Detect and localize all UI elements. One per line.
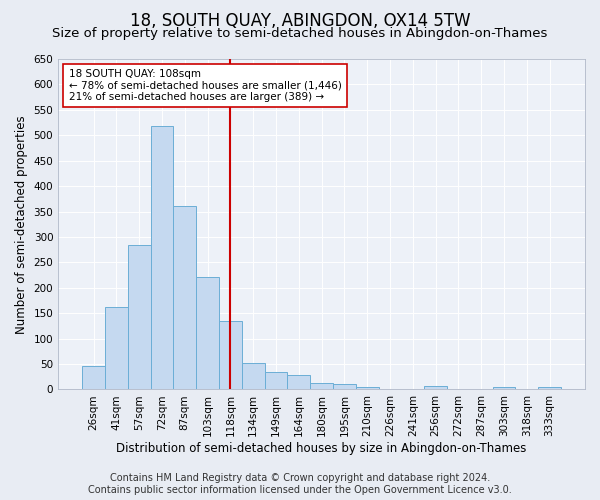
Text: Size of property relative to semi-detached houses in Abingdon-on-Thames: Size of property relative to semi-detach… <box>52 28 548 40</box>
Bar <box>493 387 515 390</box>
Bar <box>173 206 196 390</box>
Bar <box>128 244 151 390</box>
Bar <box>356 387 379 390</box>
Bar <box>82 366 105 390</box>
Bar <box>424 386 447 390</box>
Bar <box>196 276 219 390</box>
Bar <box>538 387 561 390</box>
Bar <box>242 363 265 390</box>
Text: 18, SOUTH QUAY, ABINGDON, OX14 5TW: 18, SOUTH QUAY, ABINGDON, OX14 5TW <box>130 12 470 30</box>
Bar <box>333 384 356 390</box>
Bar <box>219 321 242 390</box>
Bar <box>151 126 173 390</box>
Y-axis label: Number of semi-detached properties: Number of semi-detached properties <box>15 115 28 334</box>
Bar <box>265 372 287 390</box>
X-axis label: Distribution of semi-detached houses by size in Abingdon-on-Thames: Distribution of semi-detached houses by … <box>116 442 527 455</box>
Bar <box>287 374 310 390</box>
Bar <box>310 384 333 390</box>
Text: 18 SOUTH QUAY: 108sqm
← 78% of semi-detached houses are smaller (1,446)
21% of s: 18 SOUTH QUAY: 108sqm ← 78% of semi-deta… <box>69 69 341 102</box>
Bar <box>105 306 128 390</box>
Text: Contains HM Land Registry data © Crown copyright and database right 2024.
Contai: Contains HM Land Registry data © Crown c… <box>88 474 512 495</box>
